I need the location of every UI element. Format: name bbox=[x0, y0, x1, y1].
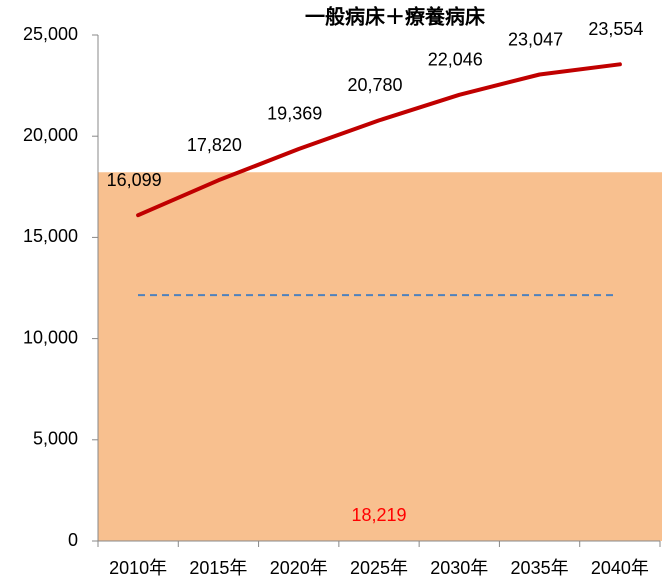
x-tick-label: 2015年 bbox=[189, 558, 247, 578]
data-label: 23,554 bbox=[588, 19, 643, 39]
x-tick-label: 2020年 bbox=[270, 558, 328, 578]
x-tick-label: 2030年 bbox=[430, 558, 488, 578]
band-label: 18,219 bbox=[351, 505, 406, 525]
band bbox=[98, 172, 662, 541]
data-label: 17,820 bbox=[187, 135, 242, 155]
y-tick-label: 5,000 bbox=[33, 429, 78, 449]
y-tick-label: 0 bbox=[68, 530, 78, 550]
x-tick-label: 2040年 bbox=[591, 558, 649, 578]
line-series bbox=[136, 62, 622, 218]
data-label: 20,780 bbox=[347, 75, 402, 95]
y-tick-label: 15,000 bbox=[23, 226, 78, 246]
x-tick-label: 2010年 bbox=[109, 558, 167, 578]
data-label: 23,047 bbox=[508, 29, 563, 49]
y-tick-label: 20,000 bbox=[23, 125, 78, 145]
x-tick-label: 2035年 bbox=[511, 558, 569, 578]
data-label: 16,099 bbox=[107, 170, 162, 190]
data-label: 19,369 bbox=[267, 104, 322, 124]
y-tick-label: 10,000 bbox=[23, 327, 78, 347]
y-tick-label: 25,000 bbox=[23, 24, 78, 44]
x-tick-label: 2025年 bbox=[350, 558, 408, 578]
data-label: 22,046 bbox=[428, 50, 483, 70]
chart-title: 一般病床＋療養病床 bbox=[305, 4, 486, 28]
